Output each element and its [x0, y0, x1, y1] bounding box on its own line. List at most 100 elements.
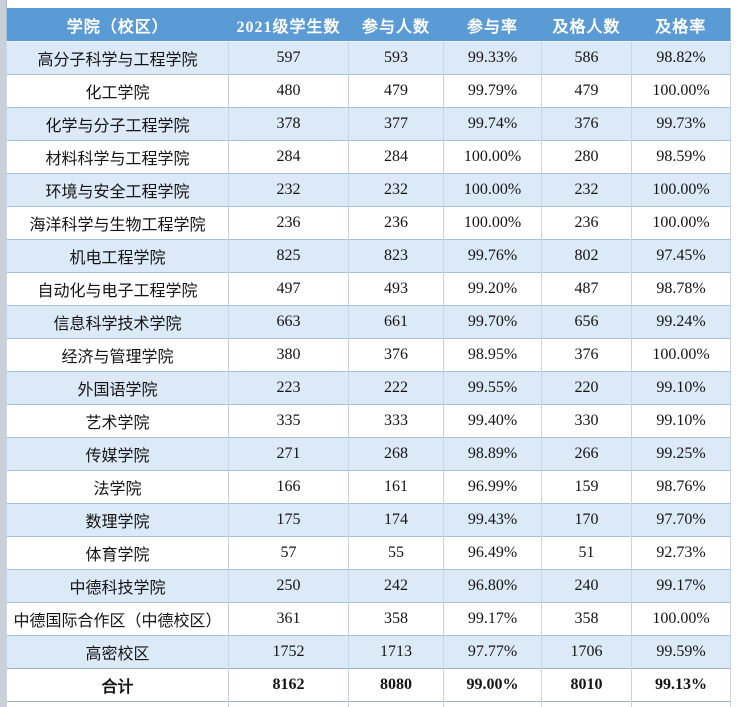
- table-row: 化学与分子工程学院 378 377 99.74% 376 99.73%: [6, 107, 731, 141]
- value-cell: 51: [541, 536, 632, 570]
- value-cell: 656: [541, 305, 632, 339]
- value-cell: 586: [541, 41, 632, 75]
- value-cell: 242: [348, 569, 444, 603]
- value-cell: 661: [348, 305, 444, 339]
- value-cell: 593: [348, 41, 444, 75]
- header-row: 学院（校区） 2021级学生数 参与人数 参与率 及格人数 及格率: [6, 8, 731, 42]
- value-cell: 597: [228, 41, 349, 75]
- college-name-cell: 化工学院: [6, 74, 229, 108]
- value-cell: 266: [541, 437, 632, 471]
- value-cell: 232: [348, 173, 444, 207]
- value-cell: 1706: [541, 635, 632, 669]
- value-cell: 280: [541, 140, 632, 174]
- table-row: 机电工程学院 825 823 99.76% 802 97.45%: [6, 239, 731, 273]
- value-cell: [348, 701, 444, 707]
- value-cell: 99.70%: [443, 305, 542, 339]
- value-cell: 99.10%: [631, 371, 731, 405]
- value-cell: 96.80%: [443, 569, 542, 603]
- value-cell: 222: [348, 371, 444, 405]
- value-cell: 378: [228, 107, 349, 141]
- value-cell: 335: [228, 404, 349, 438]
- value-cell: 100.00%: [443, 140, 542, 174]
- value-cell: 99.55%: [443, 371, 542, 405]
- value-cell: 223: [228, 371, 349, 405]
- college-name-cell: 海洋科学与生物工程学院: [6, 206, 229, 240]
- value-cell: 99.74%: [443, 107, 542, 141]
- value-cell: 99.73%: [631, 107, 731, 141]
- value-cell: 250: [228, 569, 349, 603]
- value-cell: 333: [348, 404, 444, 438]
- value-cell: 99.76%: [443, 239, 542, 273]
- value-cell: 99.17%: [443, 602, 542, 636]
- value-cell: 271: [228, 437, 349, 471]
- total-row: 合计 8162 8080 99.00% 8010 99.13%: [6, 668, 731, 702]
- value-cell: 361: [228, 602, 349, 636]
- college-name-cell: 信息科学技术学院: [6, 305, 229, 339]
- value-cell: 99.13%: [631, 668, 731, 702]
- value-cell: 479: [541, 74, 632, 108]
- value-cell: 55: [348, 536, 444, 570]
- value-cell: 497: [228, 272, 349, 306]
- value-cell: 99.17%: [631, 569, 731, 603]
- table-row: 信息科学技术学院 663 661 99.70% 656 99.24%: [6, 305, 731, 339]
- value-cell: [443, 701, 542, 707]
- value-cell: 100.00%: [443, 206, 542, 240]
- value-cell: 8162: [228, 668, 349, 702]
- top-gridline-stub: [6, 0, 7, 8]
- value-cell: 358: [348, 602, 444, 636]
- value-cell: 236: [541, 206, 632, 240]
- table-body: 高分子科学与工程学院 597 593 99.33% 586 98.82% 化工学院 480 47…: [6, 41, 731, 707]
- college-name-cell: 法学院: [6, 470, 229, 504]
- value-cell: 284: [348, 140, 444, 174]
- table-row: 自动化与电子工程学院 497 493 99.20% 487 98.78%: [6, 272, 731, 306]
- table-row: 法学院 166 161 96.99% 159 98.76%: [6, 470, 731, 504]
- value-cell: 92.73%: [631, 536, 731, 570]
- value-cell: 376: [348, 338, 444, 372]
- value-cell: 330: [541, 404, 632, 438]
- header-pass-rate: 及格率: [631, 8, 731, 42]
- college-name-cell: 材料科学与工程学院: [6, 140, 229, 174]
- value-cell: 100.00%: [631, 602, 731, 636]
- value-cell: 96.99%: [443, 470, 542, 504]
- table-row: 化工学院 480 479 99.79% 479 100.00%: [6, 74, 731, 108]
- value-cell: 232: [541, 173, 632, 207]
- value-cell: [228, 701, 349, 707]
- value-cell: 236: [348, 206, 444, 240]
- table-row: 艺术学院 335 333 99.40% 330 99.10%: [6, 404, 731, 438]
- header-participation-rate: 参与率: [443, 8, 542, 42]
- value-cell: 802: [541, 239, 632, 273]
- value-cell: 99.33%: [443, 41, 542, 75]
- table-row: 中德科技学院 250 242 96.80% 240 99.17%: [6, 569, 731, 603]
- table-row: 海洋科学与生物工程学院 236 236 100.00% 236 100.00%: [6, 206, 731, 240]
- table-row: 高密校区 1752 1713 97.77% 1706 99.59%: [6, 635, 731, 669]
- table-row: 材料科学与工程学院 284 284 100.00% 280 98.59%: [6, 140, 731, 174]
- value-cell: 100.00%: [631, 206, 731, 240]
- header-college: 学院（校区）: [6, 8, 229, 42]
- value-cell: 8010: [541, 668, 632, 702]
- value-cell: 99.20%: [443, 272, 542, 306]
- college-name-cell: 环境与安全工程学院: [6, 173, 229, 207]
- value-cell: 823: [348, 239, 444, 273]
- value-cell: 99.25%: [631, 437, 731, 471]
- college-name-cell: 自动化与电子工程学院: [6, 272, 229, 306]
- value-cell: 99.79%: [443, 74, 542, 108]
- value-cell: 377: [348, 107, 444, 141]
- table-row: 高分子科学与工程学院 597 593 99.33% 586 98.82%: [6, 41, 731, 75]
- college-name-cell: 高密校区: [6, 635, 229, 669]
- value-cell: 100.00%: [631, 74, 731, 108]
- college-name-cell: 艺术学院: [6, 404, 229, 438]
- value-cell: 99.59%: [631, 635, 731, 669]
- value-cell: 380: [228, 338, 349, 372]
- table-row: 数理学院 175 174 99.43% 170 97.70%: [6, 503, 731, 537]
- value-cell: 100.00%: [443, 173, 542, 207]
- college-name-cell: 体育学院: [6, 536, 229, 570]
- table-row: 外国语学院 223 222 99.55% 220 99.10%: [6, 371, 731, 405]
- college-name-cell: 化学与分子工程学院: [6, 107, 229, 141]
- college-name-cell: 合计: [6, 668, 229, 702]
- value-cell: 493: [348, 272, 444, 306]
- college-name-cell: [6, 701, 229, 707]
- value-cell: 99.24%: [631, 305, 731, 339]
- value-cell: 97.45%: [631, 239, 731, 273]
- college-name-cell: 机电工程学院: [6, 239, 229, 273]
- value-cell: 99.40%: [443, 404, 542, 438]
